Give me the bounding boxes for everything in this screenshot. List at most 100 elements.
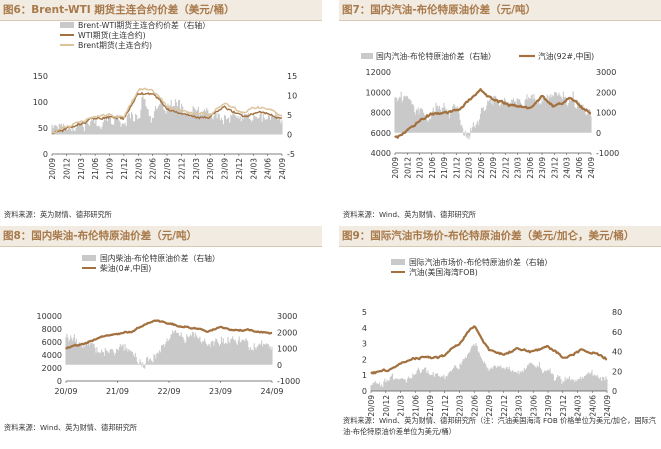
x-tick-label: 21/06 [91, 158, 100, 180]
x-tick-label: 23/12 [235, 158, 244, 180]
x-tick-label: 23/09 [538, 157, 547, 179]
y-tick-right: 5 [287, 111, 292, 120]
y-tick-left: 0 [362, 387, 367, 396]
y-tick-left: 10000 [37, 312, 62, 321]
legend-swatch [82, 255, 96, 261]
x-tick-label: 23/03 [515, 395, 524, 417]
chart-title: 图6：Brent-WTI 期货主连合约价差（美元/桶） [0, 0, 322, 21]
y-tick-right: 1000 [277, 345, 297, 354]
x-tick-label: 21/06 [428, 157, 437, 179]
legend-label: 国内汽油-布伦特原油价差（右轴） [376, 51, 496, 61]
y-tick-left: 1 [362, 371, 367, 380]
legend-swatch [361, 53, 373, 59]
legend-label: 国内柴油-布伦特原油价差（右轴） [100, 253, 220, 263]
x-tick-label: 21/12 [120, 158, 129, 180]
x-tick-label: 21/06 [411, 395, 420, 417]
y-tick-left: 0 [57, 377, 62, 386]
x-tick-label: 23/09 [209, 387, 232, 396]
x-tick-label: 21/09 [106, 387, 129, 396]
y-tick-left: 0 [43, 150, 48, 159]
chart-source: 资料来源：英为财情、德邦研究所 [4, 210, 112, 219]
x-tick-label: 24/03 [563, 157, 572, 179]
y-tick-right: 1000 [596, 109, 616, 118]
x-tick-label: 23/12 [550, 157, 559, 179]
y-tick-left: 2 [362, 355, 367, 364]
x-tick-label: 22/09 [157, 387, 180, 396]
x-tick-label: 23/06 [526, 157, 535, 179]
x-tick-label: 21/12 [452, 157, 461, 179]
legend-label: Brent-WTI期货主连合约价差（右轴） [78, 20, 210, 30]
chart-gasoline-international: 0 1 2 3 4 5 0 20 40 60 80 20/09 20/12 21/03 21/06 21/09… [362, 257, 622, 417]
x-tick-label: 20/09 [54, 387, 77, 396]
y-tick-right: 10 [287, 92, 297, 101]
x-tick-label: 21/03 [416, 157, 425, 179]
area-series-0 [51, 96, 283, 135]
x-tick-label: 23/12 [559, 395, 568, 417]
y-tick-left: 6000 [42, 338, 62, 347]
x-tick-label: 20/12 [382, 395, 391, 417]
y-tick-right: 0 [277, 361, 282, 370]
x-tick-label: 23/03 [192, 158, 201, 180]
y-tick-left: 4000 [371, 149, 391, 158]
y-tick-left: 4000 [42, 351, 62, 360]
x-tick-label: 21/03 [77, 158, 86, 180]
x-tick-label: 24/09 [260, 387, 283, 396]
y-tick-right: 20 [612, 367, 622, 376]
chart-brent-wti: 0 50 100 150 -5 0 5 10 15 20/09 20/12 21/03 21/06 21/… [33, 20, 297, 180]
chart-panel-gasoline-international: 图9：国际汽油市场价-布伦特原油价差（美元/加仑，美元/桶） 0 1 2 3 4 5 0 20… [339, 226, 661, 449]
chart-title: 图7：国内汽油-布伦特原油价差（元/吨） [339, 0, 661, 21]
x-tick-label: 24/06 [588, 395, 597, 417]
chart-source: 资料来源：Wind、英为财情、德邦研究所 [4, 423, 138, 432]
x-tick-label: 22/12 [501, 157, 510, 179]
y-tick-right: 3000 [277, 312, 297, 321]
x-tick-label: 22/09 [163, 158, 172, 180]
x-tick-label: 24/03 [574, 395, 583, 417]
y-tick-right: 80 [612, 308, 622, 317]
legend-label: 汽油(92#,中国) [538, 51, 594, 61]
y-tick-left: 50 [38, 124, 48, 133]
chart-source: 资料来源：Wind、英为财情、德邦研究所（注：汽油美国海湾 FOB 价格单位为美… [343, 416, 656, 436]
x-tick-label: 22/06 [477, 157, 486, 179]
y-tick-right: -1000 [277, 377, 300, 386]
line-series-2 [51, 87, 283, 134]
x-tick-label: 22/09 [485, 395, 494, 417]
y-tick-right: 3000 [596, 68, 616, 77]
x-tick-label: 22/03 [456, 395, 465, 417]
y-tick-left: 12000 [366, 68, 391, 77]
x-tick-label: 20/09 [367, 395, 376, 417]
y-tick-right: 2000 [596, 88, 616, 97]
y-tick-left: 4 [362, 324, 367, 333]
x-tick-label: 22/03 [465, 157, 474, 179]
y-tick-left: 8000 [42, 325, 62, 334]
chart-panel-brent-wti: 图6：Brent-WTI 期货主连合约价差（美元/桶） 0 50 100 150 -5 0… [0, 0, 322, 226]
y-tick-right: -5 [287, 150, 295, 159]
x-tick-label: 24/06 [264, 158, 273, 180]
y-tick-right: 15 [287, 72, 297, 81]
x-tick-label: 23/06 [529, 395, 538, 417]
x-tick-label: 21/09 [426, 395, 435, 417]
x-tick-label: 23/03 [514, 157, 523, 179]
x-tick-label: 21/09 [440, 157, 449, 179]
legend-label: 柴油(0#,中国) [100, 263, 151, 273]
x-tick-label: 21/12 [441, 395, 450, 417]
x-tick-label: 22/06 [149, 158, 158, 180]
chart-panel-diesel-domestic: 图8：国内柴油-布伦特原油价差（元/吨） 0 2000 4000 6000 8000 10… [0, 226, 322, 449]
chart-panel-gasoline-domestic: 图7：国内汽油-布伦特原油价差（元/吨） 4000 6000 8000 10000 12… [339, 0, 661, 226]
line-series-1 [394, 88, 592, 139]
x-tick-label: 23/06 [206, 158, 215, 180]
legend-label: 国际汽油市场价-布伦特原油价差（右轴） [409, 257, 552, 267]
x-tick-label: 21/03 [397, 395, 406, 417]
chart-gasoline-domestic: 4000 6000 8000 10000 12000 -1000 0 1000 2000 3000… [361, 51, 619, 179]
chart-source: 资料来源：Wind、英为财情、德邦研究所 [343, 210, 477, 219]
chart-diesel-domestic: 0 2000 4000 6000 8000 10000 -1000 0 1000 2000 3000… [37, 253, 301, 396]
y-tick-right: 0 [287, 131, 292, 140]
line-series-1 [65, 319, 273, 350]
y-tick-left: 6000 [371, 129, 391, 138]
x-tick-label: 20/12 [403, 157, 412, 179]
chart-title: 图8：国内柴油-布伦特原油价差（元/吨） [0, 226, 322, 247]
x-tick-label: 22/09 [489, 157, 498, 179]
x-tick-label: 20/12 [62, 158, 71, 180]
x-tick-label: 21/09 [106, 158, 115, 180]
x-tick-label: 23/09 [544, 395, 553, 417]
legend-swatch [60, 22, 74, 28]
